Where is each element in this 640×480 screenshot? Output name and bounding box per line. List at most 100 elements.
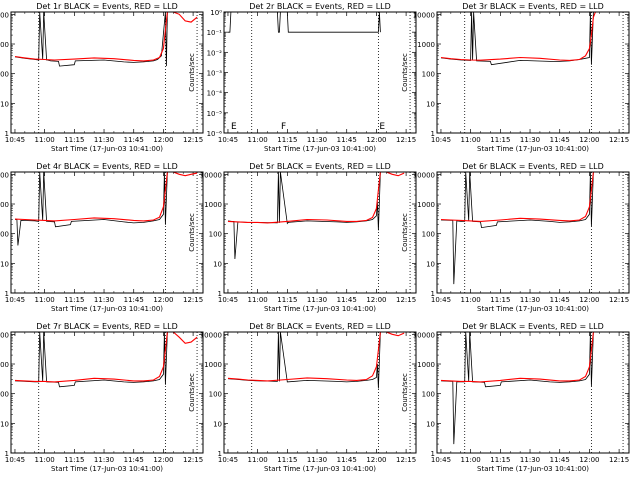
axes-frame [436, 331, 630, 454]
panel-4: Det 4r BLACK = Events, RED = LLD Counts/s… [0, 162, 204, 313]
x-tick-label: 11:15 [490, 456, 510, 464]
y-tick-label: 100 [209, 231, 222, 239]
x-axis-label: Start Time (17-Jun-03 10:41:00) [264, 145, 376, 153]
axes-frame [223, 171, 417, 294]
x-tick-label: 12:15 [396, 136, 416, 144]
y-tick-label: 10 [426, 260, 435, 268]
x-tick-label: 12:15 [183, 456, 203, 464]
y-tick-label: 10⁻⁴ [207, 90, 223, 98]
y-tick-label: 10⁻³ [207, 70, 223, 78]
interval-marker-letter: E [379, 122, 385, 132]
x-tick-label: 11:00 [461, 296, 481, 304]
x-tick-label: 11:30 [520, 136, 540, 144]
panel-title: Det 8r BLACK = Events, RED = LLD [249, 322, 391, 331]
x-tick-label: 12:15 [609, 136, 629, 144]
series-events-line [227, 171, 381, 260]
series-events-line [228, 11, 381, 33]
y-tick-label: 10000 [413, 171, 435, 179]
y-tick-label: 1000 [417, 361, 435, 369]
x-tick-label: 12:00 [153, 136, 173, 144]
y-tick-label: 10 [0, 100, 9, 108]
x-tick-label: 11:30 [94, 456, 114, 464]
series-lld-line [440, 11, 600, 61]
panel-8: Det 8r BLACK = Events, RED = LLD Counts/s… [188, 322, 417, 473]
panel-7: Det 7r BLACK = Events, RED = LLD Counts/s… [0, 322, 204, 473]
y-tick-label: 1 [218, 450, 222, 458]
y-tick-label: 10⁻² [207, 49, 223, 57]
x-tick-label: 10:45 [218, 296, 238, 304]
series-events-line [440, 171, 596, 285]
x-tick-label: 11:15 [277, 456, 297, 464]
x-axis-label: Start Time (17-Jun-03 10:41:00) [51, 305, 163, 313]
y-tick-label: 100 [422, 71, 435, 79]
y-tick-label: 10000 [413, 11, 435, 19]
interval-marker-letter: E [231, 122, 237, 132]
axes-frame [10, 11, 204, 134]
panel-title: Det 9r BLACK = Events, RED = LLD [462, 322, 604, 331]
y-axis-label: Counts/sec [188, 373, 196, 412]
panel-2: Det 2r BLACK = Events, RED = LLD Counts/s… [188, 2, 417, 153]
x-tick-label: 11:00 [461, 456, 481, 464]
y-tick-label: 10⁻⁵ [207, 110, 223, 118]
x-tick-label: 11:30 [520, 296, 540, 304]
panel-title: Det 2r BLACK = Events, RED = LLD [249, 2, 391, 11]
y-tick-label: 100 [0, 391, 9, 399]
axes-frame [436, 11, 630, 134]
panel-5: Det 5r BLACK = Events, RED = LLD Counts/s… [188, 162, 417, 313]
x-tick-label: 11:30 [307, 296, 327, 304]
x-axis-label: Start Time (17-Jun-03 10:41:00) [477, 145, 589, 153]
x-tick-label: 12:15 [183, 136, 203, 144]
y-tick-label: 10 [213, 260, 222, 268]
y-tick-label: 1000 [417, 201, 435, 209]
y-tick-label: 10000 [200, 331, 222, 339]
interval-marker-letter: F [281, 122, 286, 132]
y-tick-label: 10 [0, 420, 9, 428]
y-tick-label: 100 [0, 71, 9, 79]
y-axis-label: Counts/sec [188, 213, 196, 252]
x-tick-label: 11:45 [550, 296, 570, 304]
x-tick-label: 12:15 [609, 456, 629, 464]
x-tick-label: 10:45 [5, 296, 25, 304]
x-tick-label: 12:00 [366, 296, 386, 304]
axes-frame [223, 11, 417, 134]
axes-frame [436, 171, 630, 294]
x-tick-label: 11:45 [550, 136, 570, 144]
y-tick-label: 1000 [0, 41, 9, 49]
x-tick-label: 11:45 [337, 456, 357, 464]
y-tick-label: 1000 [204, 201, 222, 209]
y-tick-label: 1 [5, 130, 9, 138]
y-tick-label: 10000 [413, 331, 435, 339]
panel-9: Det 9r BLACK = Events, RED = LLD Counts/s… [401, 322, 630, 473]
y-axis-label: Counts/sec [188, 53, 196, 92]
x-tick-label: 11:45 [337, 296, 357, 304]
series-lld-line [440, 331, 600, 383]
x-tick-label: 11:15 [64, 136, 84, 144]
x-tick-label: 10:45 [5, 136, 25, 144]
x-tick-label: 12:00 [366, 136, 386, 144]
x-tick-label: 11:15 [277, 296, 297, 304]
axes-frame [10, 331, 204, 454]
panel-title: Det 4r BLACK = Events, RED = LLD [36, 162, 178, 171]
panel-title: Det 3r BLACK = Events, RED = LLD [462, 2, 604, 11]
y-tick-label: 1 [431, 450, 435, 458]
x-tick-label: 11:00 [248, 296, 268, 304]
panel-title: Det 5r BLACK = Events, RED = LLD [249, 162, 391, 171]
y-tick-label: 10000 [0, 331, 9, 339]
x-tick-label: 12:00 [579, 136, 599, 144]
panel-1: Det 1r BLACK = Events, RED = LLD Counts/s… [0, 2, 204, 153]
x-tick-label: 11:45 [124, 296, 144, 304]
x-axis-label: Start Time (17-Jun-03 10:41:00) [477, 305, 589, 313]
series-lld-line [14, 171, 198, 222]
x-tick-label: 11:00 [248, 136, 268, 144]
x-tick-label: 12:15 [396, 456, 416, 464]
x-axis-label: Start Time (17-Jun-03 10:41:00) [51, 145, 163, 153]
x-tick-label: 12:00 [153, 296, 173, 304]
y-axis-label: Counts/sec [401, 213, 409, 252]
y-tick-label: 10 [426, 420, 435, 428]
y-tick-label: 10 [213, 420, 222, 428]
x-tick-label: 11:30 [520, 456, 540, 464]
y-tick-label: 1 [5, 450, 9, 458]
panel-title: Det 6r BLACK = Events, RED = LLD [462, 162, 604, 171]
x-tick-label: 10:45 [5, 456, 25, 464]
x-tick-label: 10:45 [218, 456, 238, 464]
